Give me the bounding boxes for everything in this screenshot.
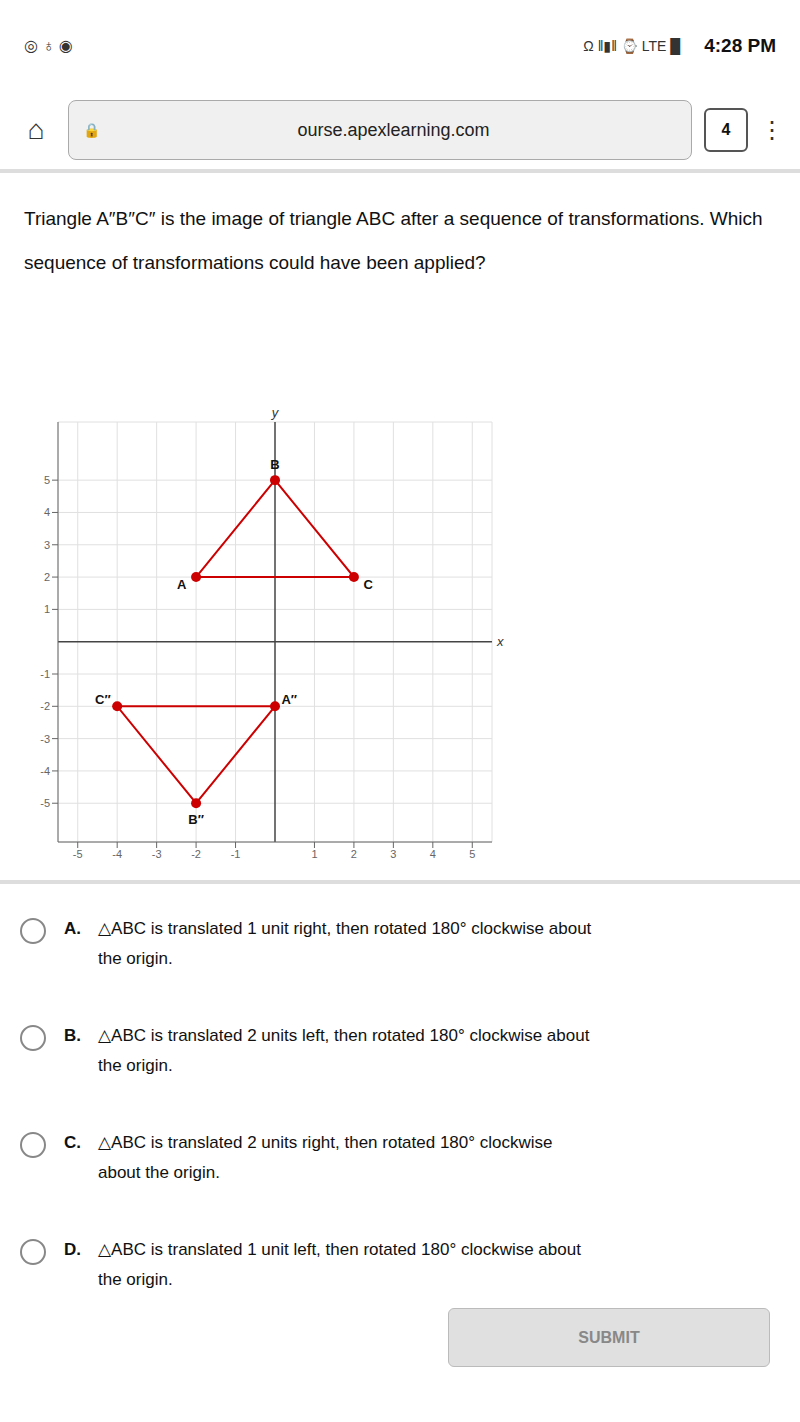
svg-text:y: y bbox=[271, 405, 280, 420]
html-text:4:28 PM: 4:28 PM bbox=[704, 34, 776, 56]
html-text:△ABC is translated 1 unit righ: △ABC is translated 1 unit right, then ro… bbox=[98, 919, 592, 938]
svg-text:C: C bbox=[364, 577, 374, 592]
html-text:Ω ‖▮‖ ⌚ LTE █: Ω ‖▮‖ ⌚ LTE █ bbox=[583, 37, 681, 54]
svg-text:2: 2 bbox=[351, 848, 357, 860]
html-text:about the origin.: about the origin. bbox=[98, 1163, 220, 1182]
svg-text:4: 4 bbox=[430, 848, 436, 860]
svg-text:4: 4 bbox=[44, 506, 50, 518]
svg-text:-3: -3 bbox=[152, 848, 162, 860]
svg-text:A″: A″ bbox=[281, 692, 297, 707]
svg-text:1: 1 bbox=[44, 603, 50, 615]
html-text:△ABC is translated 2 units lef: △ABC is translated 2 units left, then ro… bbox=[98, 1026, 590, 1045]
svg-text:5: 5 bbox=[44, 474, 50, 486]
svg-text:-3: -3 bbox=[40, 733, 50, 745]
svg-text:-2: -2 bbox=[191, 848, 201, 860]
html-text:B.: B. bbox=[64, 1026, 81, 1045]
html-text:C.: C. bbox=[64, 1133, 81, 1152]
svg-text:C″: C″ bbox=[95, 692, 111, 707]
html-text:ourse.apexlearning.com: ourse.apexlearning.com bbox=[297, 119, 490, 140]
html-text:A.: A. bbox=[64, 919, 81, 938]
svg-text:3: 3 bbox=[44, 539, 50, 551]
html-text:the origin.: the origin. bbox=[98, 1056, 173, 1075]
svg-text:A: A bbox=[177, 577, 187, 592]
svg-text:B″: B″ bbox=[188, 812, 204, 827]
svg-text:-5: -5 bbox=[73, 848, 83, 860]
html-text:△ABC is translated 2 units rig: △ABC is translated 2 units right, then r… bbox=[98, 1133, 553, 1152]
html-text:the origin.: the origin. bbox=[98, 949, 173, 968]
svg-text:-4: -4 bbox=[40, 765, 50, 777]
html-text:D.: D. bbox=[64, 1240, 81, 1259]
html-text:SUBMIT: SUBMIT bbox=[578, 1328, 640, 1346]
svg-text:1: 1 bbox=[311, 848, 317, 860]
svg-text:5: 5 bbox=[469, 848, 475, 860]
svg-text:2: 2 bbox=[44, 571, 50, 583]
svg-text:-5: -5 bbox=[40, 797, 50, 809]
html-text:Triangle A″B″C″ is the image o: Triangle A″B″C″ is the image of triangle… bbox=[24, 208, 763, 273]
html-text:4: 4 bbox=[721, 121, 731, 138]
svg-text:-1: -1 bbox=[231, 848, 241, 860]
html-text:△ABC is translated 1 unit left: △ABC is translated 1 unit left, then rot… bbox=[98, 1240, 581, 1259]
svg-text:-1: -1 bbox=[40, 668, 50, 680]
svg-text:B: B bbox=[270, 457, 279, 472]
svg-text:x: x bbox=[496, 634, 504, 649]
svg-text:3: 3 bbox=[390, 848, 396, 860]
svg-text:-4: -4 bbox=[112, 848, 122, 860]
html-text:the origin.: the origin. bbox=[98, 1270, 173, 1289]
svg-text:-2: -2 bbox=[40, 700, 50, 712]
